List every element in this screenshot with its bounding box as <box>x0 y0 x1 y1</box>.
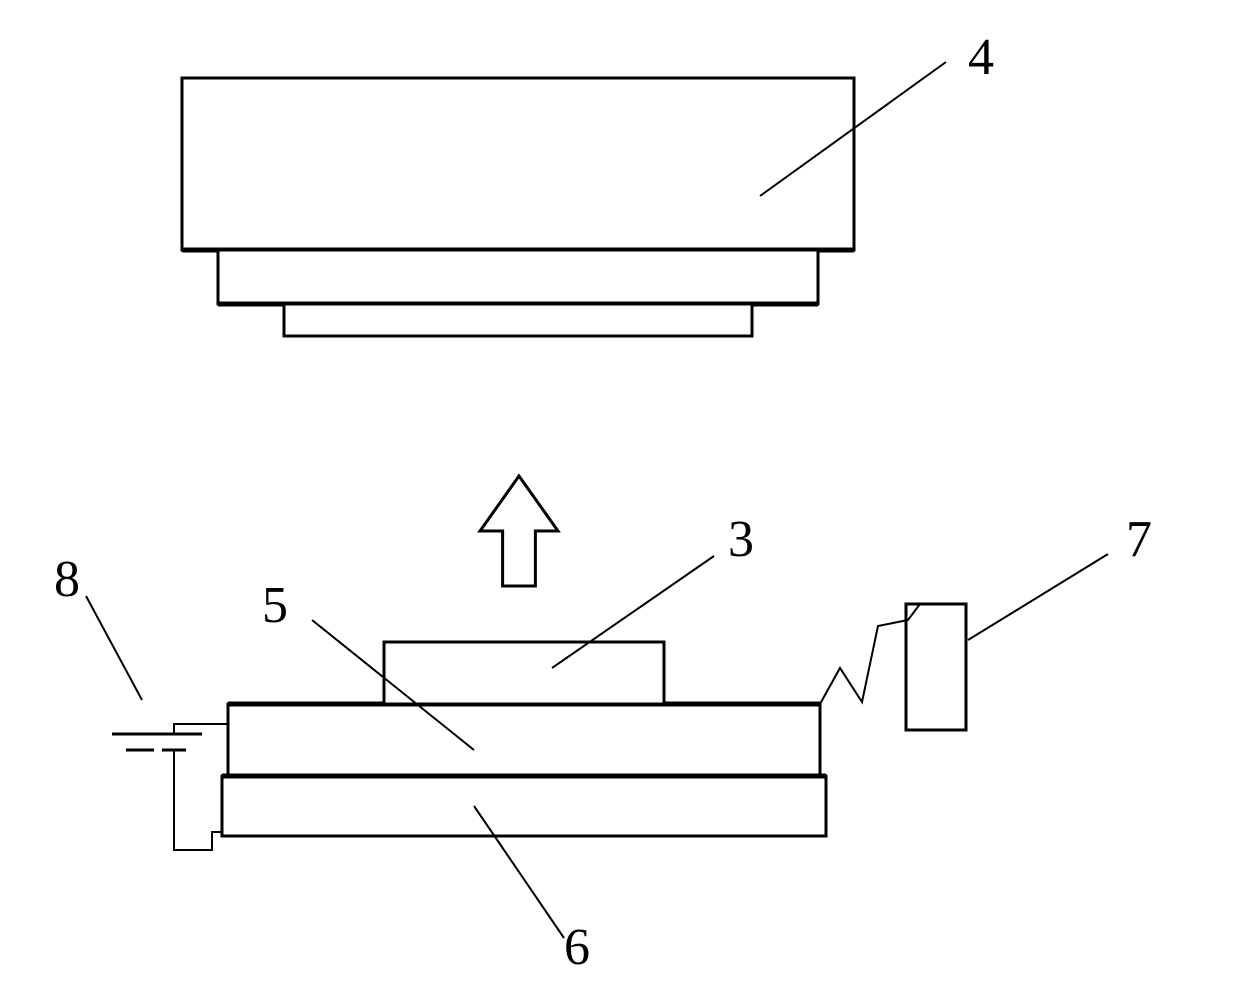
label-5: 5 <box>262 576 288 635</box>
leader-label8 <box>86 596 142 700</box>
label-7: 7 <box>1126 510 1152 569</box>
label-8: 8 <box>54 550 80 609</box>
label-3: 3 <box>728 510 754 569</box>
wire-left-upper <box>174 724 228 726</box>
side-box <box>906 604 966 730</box>
small-block <box>384 642 664 704</box>
label-6: 6 <box>564 918 590 977</box>
mid-slab <box>228 704 820 776</box>
leader-label7 <box>968 554 1108 640</box>
up-arrow <box>480 476 558 586</box>
top-tier-3 <box>284 304 752 336</box>
schematic-diagram <box>0 0 1235 995</box>
top-tier-2 <box>218 250 818 304</box>
wire-left-lower <box>174 760 222 850</box>
bottom-slab <box>222 776 826 836</box>
label-4: 4 <box>968 28 994 87</box>
top-tier-1 <box>182 78 854 250</box>
